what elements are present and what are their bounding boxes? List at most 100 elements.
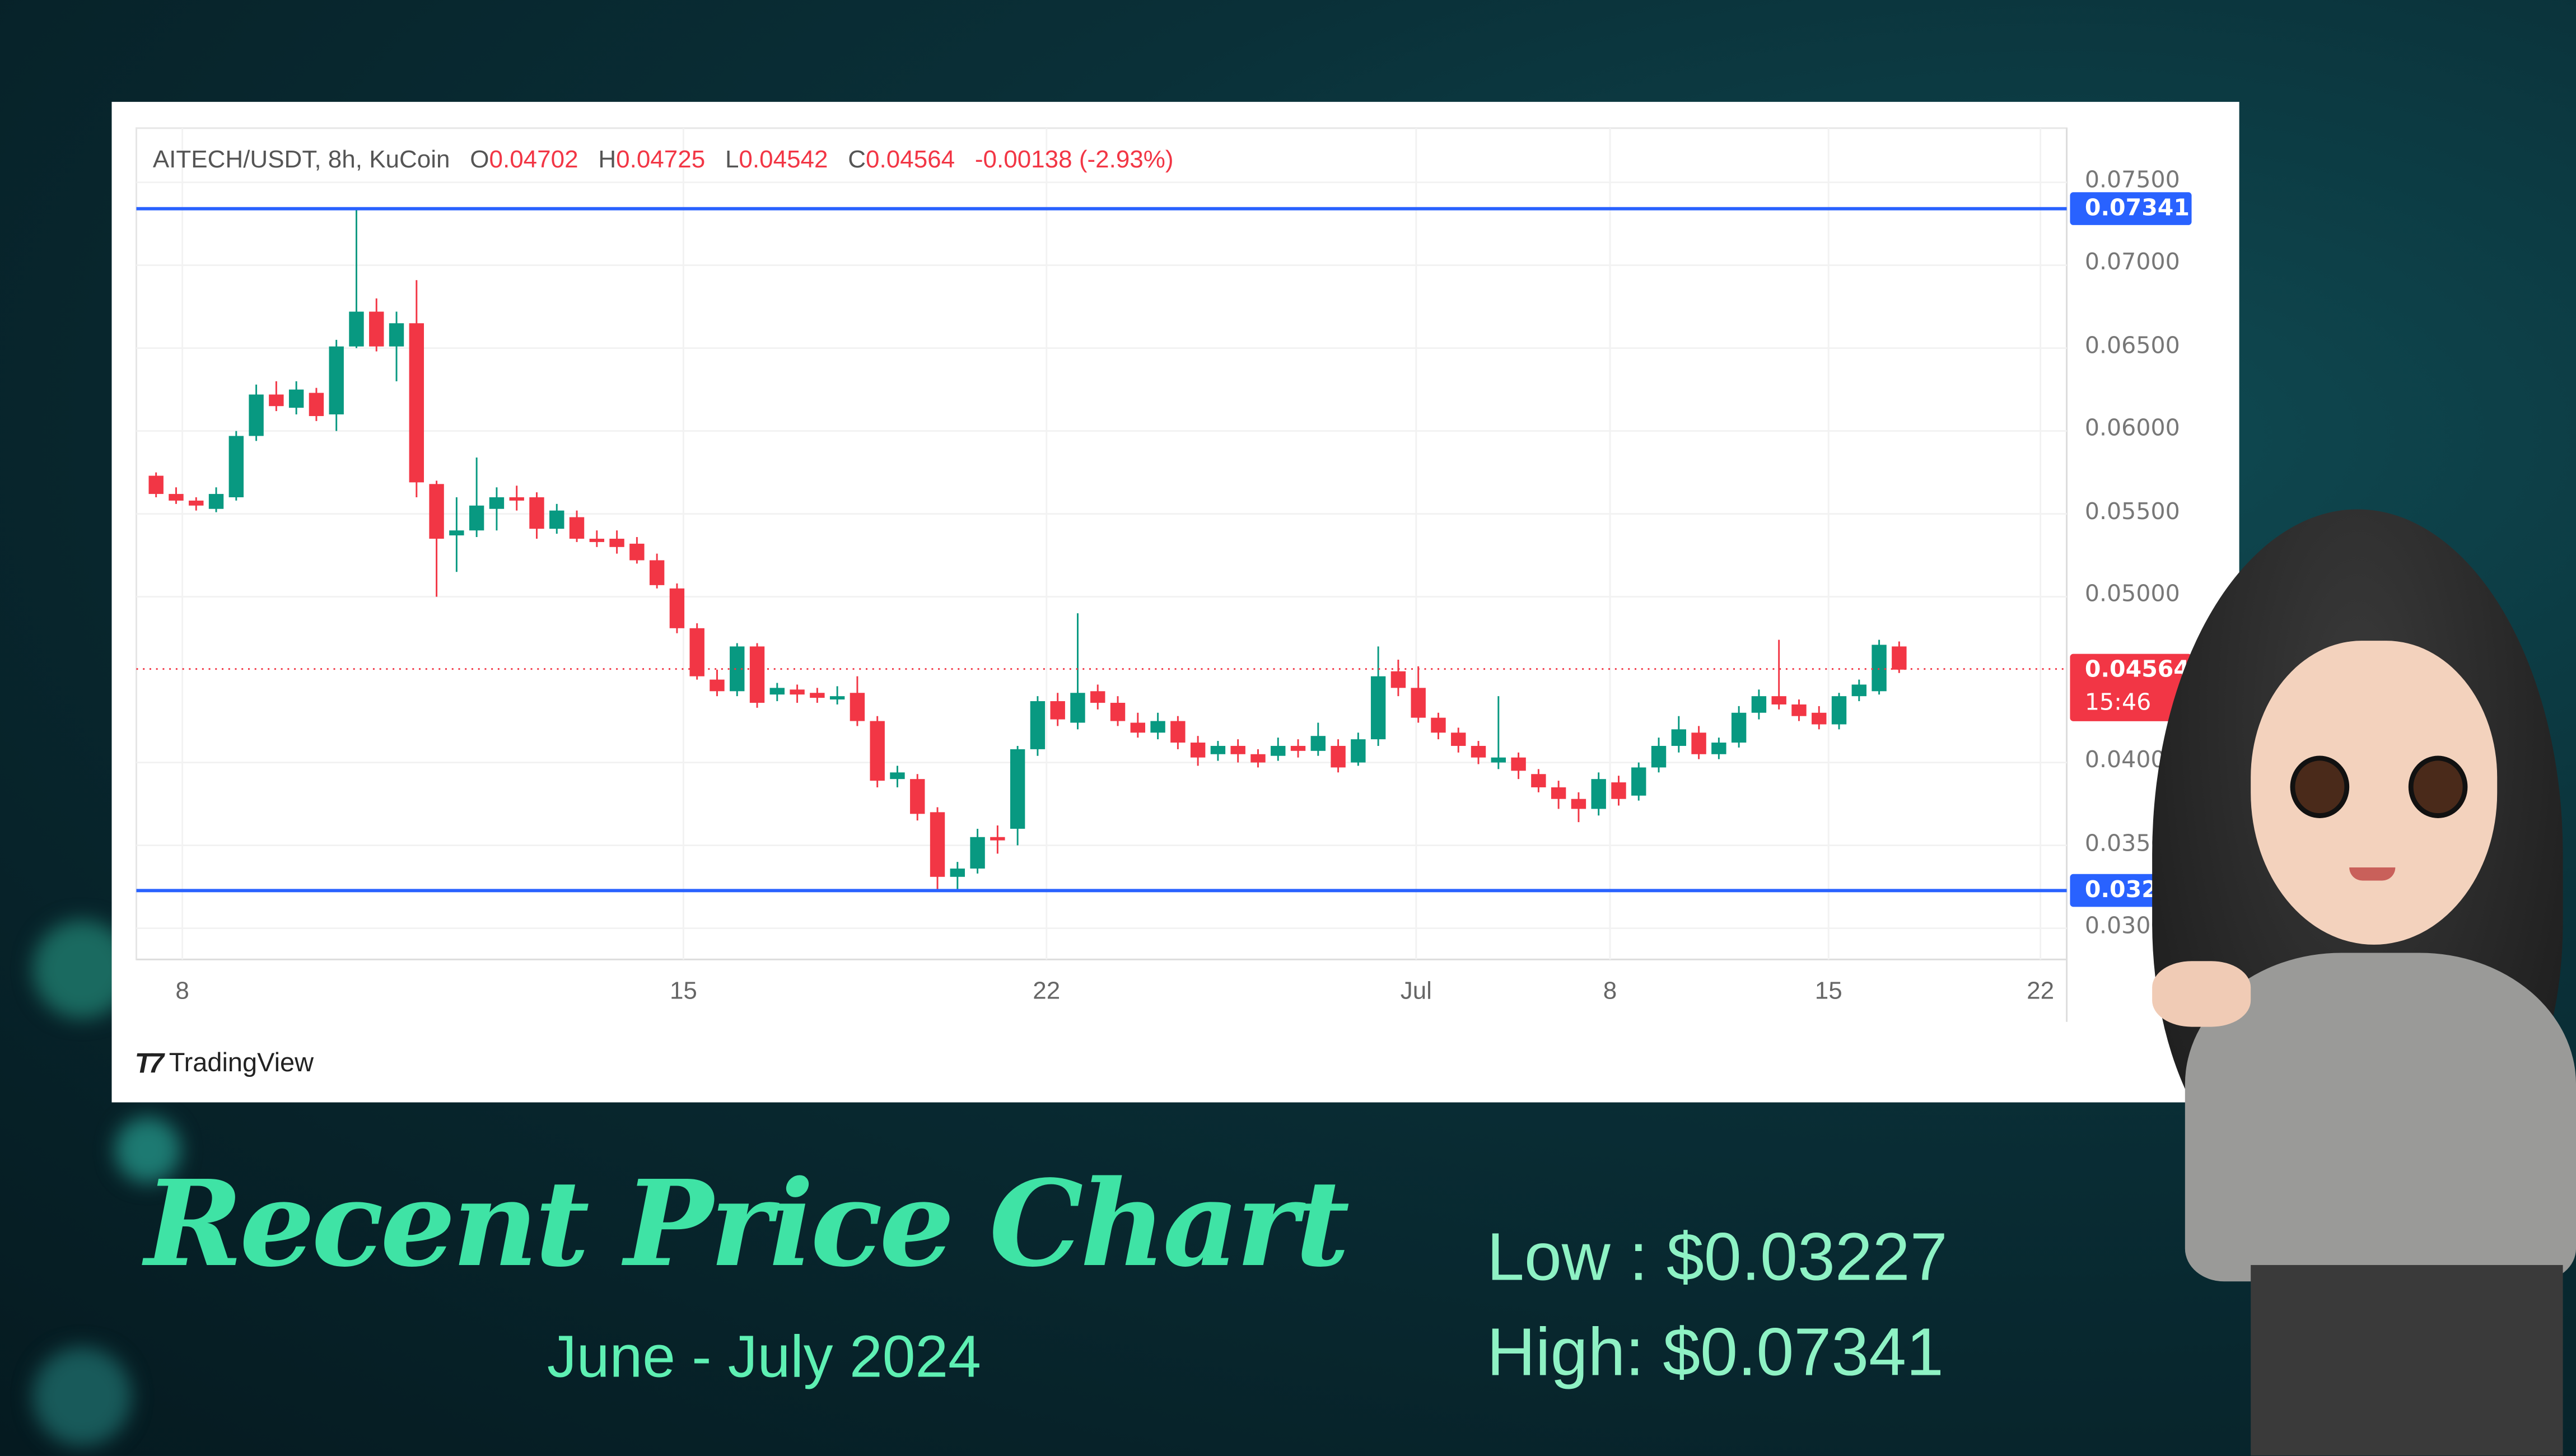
candle-down: [1230, 745, 1245, 754]
candle-up: [1210, 745, 1226, 754]
candle-down: [1250, 754, 1266, 763]
candle-down: [189, 500, 204, 506]
candle-down: [710, 679, 725, 692]
candle-down: [850, 693, 865, 721]
candle-down: [1411, 688, 1426, 718]
candle-down: [1190, 743, 1206, 758]
candle-up: [329, 346, 344, 415]
candle-down: [1390, 671, 1406, 688]
candle-down: [1771, 696, 1786, 704]
candle-down: [1892, 646, 1907, 670]
date-range: June - July 2024: [547, 1322, 981, 1390]
candle-up: [449, 530, 464, 536]
chart-panel: [111, 101, 2239, 1103]
candle-down: [309, 393, 324, 416]
x-tick: 22: [1033, 977, 1061, 1006]
candle-down: [1611, 782, 1626, 799]
candle-down: [1531, 774, 1546, 787]
candle-up: [1271, 745, 1286, 756]
candle-up: [228, 436, 244, 497]
candle-up: [1872, 645, 1887, 692]
candle-up: [208, 494, 224, 509]
candle-down: [790, 689, 805, 695]
open-value: 0.04702: [489, 146, 578, 174]
candle-down: [1571, 799, 1586, 809]
sweater: [2185, 953, 2576, 1282]
x-tick: 22: [2027, 977, 2055, 1006]
candle-up: [1351, 739, 1366, 763]
last-price: 0.04564: [2084, 657, 2190, 684]
eye-right: [2408, 755, 2468, 818]
candle-down: [990, 837, 1005, 841]
candle-up: [890, 772, 905, 780]
y-tick: 0.06000: [2084, 416, 2180, 443]
candle-down: [529, 497, 544, 529]
low-label: L: [725, 146, 739, 174]
y-tick: 0.05500: [2084, 499, 2180, 526]
y-tick: 0.07000: [2084, 250, 2180, 277]
leggings: [2251, 1264, 2563, 1456]
candle-down: [269, 394, 284, 407]
candle-up: [469, 505, 484, 531]
high-value: 0.04725: [616, 146, 706, 174]
candle-up: [1711, 743, 1726, 754]
y-tick: 0.06500: [2084, 333, 2180, 360]
y-tick: 0.07500: [2084, 167, 2180, 194]
candle-down: [409, 323, 424, 483]
candle-down: [1130, 722, 1146, 733]
candle-up: [970, 837, 985, 869]
candle-down: [749, 646, 765, 703]
candle-down: [870, 721, 885, 781]
y-tick: 0.05000: [2084, 582, 2180, 609]
candle-down: [1451, 732, 1466, 746]
close-value: 0.04564: [866, 146, 955, 174]
candle-up: [950, 868, 965, 877]
candle-up: [1491, 757, 1506, 763]
candle-up: [249, 394, 264, 436]
candle-up: [1010, 749, 1025, 829]
x-tick: Jul: [1400, 977, 1432, 1006]
character-illustration: [2119, 493, 2576, 1456]
headline: Recent Price Chart: [144, 1153, 1350, 1293]
high-price-tag: 0.07341: [2070, 192, 2192, 225]
candle-down: [1471, 745, 1486, 758]
candle-down: [609, 538, 624, 547]
candle-down: [369, 311, 384, 347]
x-tick: 15: [669, 977, 697, 1006]
candle-up: [549, 510, 564, 529]
candle-up: [1370, 676, 1386, 740]
candle-up: [1631, 767, 1646, 796]
candle-up: [1651, 745, 1667, 768]
candle-down: [649, 560, 665, 585]
tradingview-logo[interactable]: T7 TradingView: [135, 1048, 314, 1081]
plot-frame: [136, 127, 2068, 960]
candle-up: [1731, 712, 1747, 743]
open-label: O: [470, 146, 489, 174]
candle-up: [829, 696, 845, 700]
close-label: C: [848, 146, 866, 174]
tradingview-icon: T7: [134, 1048, 164, 1080]
candle-up: [1310, 736, 1326, 751]
candle-down: [910, 779, 925, 814]
pointing-hand: [2152, 961, 2251, 1027]
eye-left: [2290, 755, 2350, 818]
candle-down: [1691, 732, 1706, 754]
candle-down: [1050, 701, 1065, 720]
candle-down: [589, 538, 605, 542]
background-bokeh: [32, 1347, 132, 1446]
high-label: H: [598, 146, 617, 174]
candle-down: [1090, 691, 1105, 703]
candle-down: [1431, 717, 1446, 733]
low-value: 0.04542: [739, 146, 828, 174]
symbol-label: AITECH/USDT, 8h, KuCoin: [152, 146, 450, 174]
candle-down: [1110, 703, 1126, 721]
candle-up: [1150, 721, 1165, 733]
candle-down: [1290, 745, 1306, 751]
candle-up: [1851, 684, 1867, 697]
low-summary: Low : $0.03227: [1486, 1219, 1948, 1295]
candle-down: [810, 693, 825, 698]
bar-countdown: 15:46: [2084, 690, 2152, 717]
candle-up: [288, 389, 304, 408]
